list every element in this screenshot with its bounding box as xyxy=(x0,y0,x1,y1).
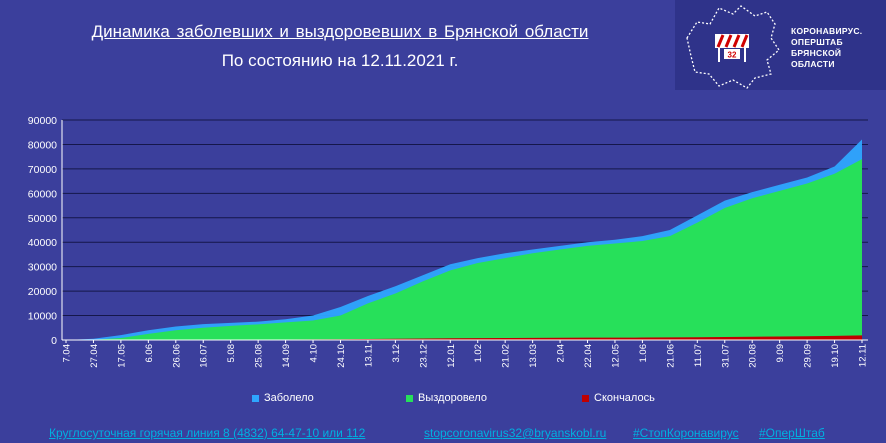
y-tick-label-7: 70000 xyxy=(28,164,57,176)
x-tick-label-23: 11.07 xyxy=(693,344,704,367)
series-area-deaths xyxy=(66,335,862,340)
logo-text: КОРОНАВИРУС. ОПЕРШТАБ БРЯНСКОЙ ОБЛАСТИ xyxy=(791,26,886,70)
chart-subtitle: По состоянию на 12.11.2021 г. xyxy=(221,51,459,70)
legend-item-cases: Заболело xyxy=(252,392,314,404)
series-area-recovered xyxy=(66,159,862,340)
y-tick-label-6: 60000 xyxy=(28,188,57,200)
hashtag-operational-headquarters[interactable]: #ОперШтаб xyxy=(759,426,825,440)
legend-item-recovered: Выздоровело xyxy=(406,392,487,404)
x-tick-label-18: 2.04 xyxy=(556,344,567,363)
logo-line-2: ОПЕРШТАБ xyxy=(791,37,843,47)
x-tick-label-9: 4.10 xyxy=(309,344,320,363)
legend-swatch-deaths xyxy=(582,394,589,402)
legend-label-deaths: Скончалось xyxy=(594,392,655,404)
x-tick-label-1: 27.04 xyxy=(89,344,100,368)
y-tick-label-1: 10000 xyxy=(28,311,57,323)
x-tick-label-12: 3.12 xyxy=(391,344,402,363)
x-tick-label-13: 23.12 xyxy=(418,344,429,368)
bryansk-region-map-icon: 32 xyxy=(686,5,780,89)
x-tick-label-25: 20.08 xyxy=(748,344,759,368)
x-tick-label-10: 24.10 xyxy=(336,344,347,368)
y-tick-label-4: 40000 xyxy=(28,237,57,249)
hotline-link[interactable]: Круглосуточная горячая линия 8 (4832) 64… xyxy=(49,426,366,440)
legend-swatch-recovered xyxy=(406,394,413,402)
legend-label-recovered: Выздоровело xyxy=(418,392,487,404)
y-tick-label-0: 0 xyxy=(51,335,57,347)
legend-item-deaths: Скончалось xyxy=(582,392,655,404)
hashtag-stop-coronavirus[interactable]: #СтопКоронавирус xyxy=(633,426,739,440)
x-tick-label-21: 1.06 xyxy=(638,344,649,363)
x-tick-label-22: 21.06 xyxy=(665,344,676,368)
operational-headquarters-logo: 32 xyxy=(675,0,886,90)
x-tick-label-15: 1.02 xyxy=(473,344,484,363)
logo-line-1: КОРОНАВИРУС. xyxy=(791,26,863,36)
legend-label-cases: Заболело xyxy=(264,392,314,404)
x-tick-label-26: 9.09 xyxy=(775,344,786,363)
email-link[interactable]: stopcoronavirus32@bryanskobl.ru xyxy=(424,426,607,440)
x-tick-label-3: 6.06 xyxy=(144,344,155,363)
x-tick-label-27: 29.09 xyxy=(803,344,814,368)
x-tick-label-28: 19.10 xyxy=(830,344,841,368)
legend-swatch-cases xyxy=(252,394,259,402)
x-tick-label-8: 14.09 xyxy=(281,344,292,368)
logo-badge: 32 xyxy=(728,51,737,60)
x-tick-label-29: 12.11 xyxy=(858,344,869,367)
y-tick-label-5: 50000 xyxy=(28,213,57,225)
x-tick-label-0: 7.04 xyxy=(62,344,73,363)
x-tick-label-6: 5.08 xyxy=(226,344,237,363)
x-tick-label-17: 13.03 xyxy=(528,344,539,368)
x-tick-label-19: 22.04 xyxy=(583,344,594,368)
y-tick-label-9: 90000 xyxy=(28,115,57,127)
x-tick-label-5: 16.07 xyxy=(199,344,210,368)
x-tick-label-7: 25.08 xyxy=(254,344,265,368)
x-tick-label-4: 26.06 xyxy=(171,344,182,368)
logo-line-3: БРЯНСКОЙ ОБЛАСТИ xyxy=(791,48,842,69)
x-tick-label-2: 17.05 xyxy=(116,344,127,368)
y-tick-label-8: 80000 xyxy=(28,139,57,151)
chart-title: Динамика заболевших и выздоровевших в Бр… xyxy=(91,22,589,41)
x-tick-label-14: 12.01 xyxy=(446,344,457,368)
y-tick-label-2: 20000 xyxy=(28,286,57,298)
y-tick-label-3: 30000 xyxy=(28,262,57,274)
x-tick-label-11: 13.11 xyxy=(363,344,374,367)
x-tick-label-16: 21.02 xyxy=(501,344,512,368)
x-tick-label-24: 31.07 xyxy=(720,344,731,368)
x-tick-label-20: 12.05 xyxy=(610,344,621,368)
